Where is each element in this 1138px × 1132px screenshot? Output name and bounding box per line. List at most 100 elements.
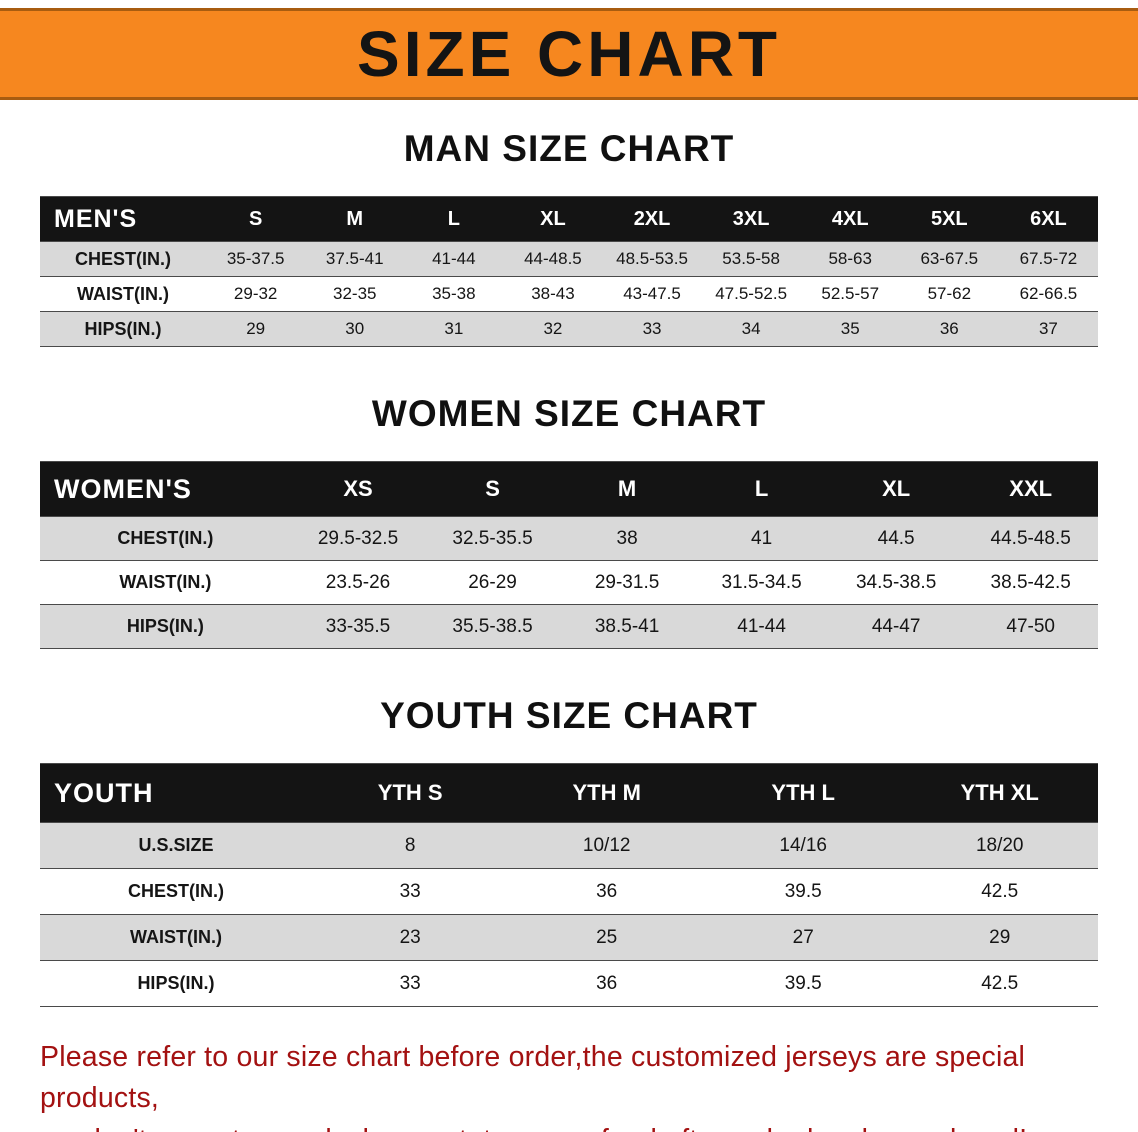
size-value-cell: 43-47.5: [623, 284, 681, 303]
size-value-cell: 10/12: [582, 834, 631, 856]
size-value-cell: 33: [399, 880, 421, 902]
table-row: CHEST(IN.) 29.5-32.5 32.5-35.5 38 41 44.5 44.5…: [40, 516, 1098, 561]
size-value-cell: 32.5-35.5: [452, 527, 533, 549]
size-value-cell: 42.5: [981, 972, 1019, 994]
women-size-table: WOMEN'S XS S M L XL XXL CHEST(IN.) 29.5-32.5 32.5…: [40, 461, 1098, 649]
size-value-cell: 36: [596, 972, 618, 994]
youth-size-section: YOUTH SIZE CHART YOUTH YTH S YTH M YTH L YTH …: [0, 695, 1138, 1007]
size-value-cell: 35-37.5: [226, 249, 285, 268]
size-value-cell: 47-50: [1006, 615, 1055, 637]
size-column-header: XL: [882, 476, 911, 501]
women-table-title: WOMEN'S: [54, 473, 192, 504]
size-value-cell: 33-35.5: [325, 615, 391, 637]
table-row: HIPS(IN.) 33-35.5 35.5-38.5 38.5-41 41-44 44-…: [40, 604, 1098, 649]
youth-table-header-row: YOUTH YTH S YTH M YTH L YTH XL: [40, 763, 1098, 823]
row-label: HIPS(IN.): [84, 318, 162, 339]
size-value-cell: 29: [989, 926, 1011, 948]
size-column-header: L: [754, 476, 769, 501]
table-row: HIPS(IN.) 29 30 31 32 33 34 35 36 37: [40, 311, 1098, 347]
size-value-cell: 36: [596, 880, 618, 902]
size-value-cell: 47.5-52.5: [715, 284, 788, 303]
size-value-cell: 38-43: [531, 284, 575, 303]
size-value-cell: 25: [596, 926, 618, 948]
table-row: HIPS(IN.) 33 36 39.5 42.5: [40, 960, 1098, 1007]
size-value-cell: 38.5-41: [594, 615, 660, 637]
size-value-cell: 32: [543, 319, 563, 338]
size-value-cell: 29: [246, 319, 266, 338]
row-label: U.S.SIZE: [138, 835, 214, 855]
size-column-header: M: [617, 476, 637, 501]
row-label: WAIST(IN.): [119, 572, 212, 592]
size-value-cell: 36: [939, 319, 959, 338]
size-value-cell: 48.5-53.5: [616, 249, 688, 268]
size-column-header: YTH S: [377, 780, 443, 805]
size-value-cell: 33: [399, 972, 421, 994]
size-value-cell: 41-44: [737, 615, 786, 637]
size-value-cell: 27: [792, 926, 814, 948]
size-value-cell: 34: [741, 319, 761, 338]
size-value-cell: 38: [616, 527, 638, 549]
size-value-cell: 37: [1038, 319, 1058, 338]
size-value-cell: 44.5: [877, 527, 915, 549]
size-value-cell: 39.5: [784, 972, 822, 994]
men-size-section: MAN SIZE CHART MEN'S S M L XL 2XL 3XL 4XL 5XL 6XL C…: [0, 128, 1138, 347]
size-column-header: YTH M: [572, 780, 641, 805]
size-column-header: XXL: [1009, 476, 1053, 501]
size-column-header: YTH XL: [960, 780, 1039, 805]
row-label: CHEST(IN.): [75, 248, 172, 269]
size-value-cell: 30: [345, 319, 365, 338]
size-column-header: 5XL: [930, 207, 968, 230]
size-value-cell: 67.5-72: [1019, 249, 1078, 268]
size-column-header: 3XL: [732, 207, 770, 230]
table-row: CHEST(IN.) 33 36 39.5 42.5: [40, 868, 1098, 915]
size-column-header: M: [346, 207, 364, 230]
row-label: WAIST(IN.): [129, 927, 222, 947]
size-value-cell: 44-48.5: [524, 249, 582, 268]
size-value-cell: 35: [840, 319, 860, 338]
row-label: WAIST(IN.): [77, 283, 170, 304]
size-column-header: 6XL: [1030, 207, 1067, 230]
size-value-cell: 62-66.5: [1019, 284, 1078, 303]
size-value-cell: 33: [642, 319, 662, 338]
size-value-cell: 53.5-58: [722, 249, 780, 268]
size-value-cell: 31: [444, 319, 464, 338]
size-value-cell: 41-44: [432, 249, 476, 268]
banner: SIZE CHART: [0, 8, 1138, 100]
youth-table-wrap: YOUTH YTH S YTH M YTH L YTH XL U.S.SIZE 8 10/12…: [40, 763, 1098, 1007]
size-value-cell: 52.5-57: [821, 284, 880, 303]
size-column-header: 2XL: [633, 207, 671, 230]
page-title: SIZE CHART: [357, 18, 781, 90]
table-row: CHEST(IN.) 35-37.5 37.5-41 41-44 44-48.5 48.5…: [40, 241, 1098, 277]
size-value-cell: 35.5-38.5: [452, 615, 533, 637]
men-table-title: MEN'S: [54, 204, 138, 233]
size-value-cell: 23.5-26: [325, 571, 391, 593]
size-column-header: S: [248, 207, 263, 230]
size-value-cell: 34.5-38.5: [855, 571, 937, 593]
disclaimer: Please refer to our size chart before or…: [40, 1037, 1098, 1132]
row-label: HIPS(IN.): [126, 616, 204, 636]
size-value-cell: 58-63: [828, 249, 872, 268]
size-value-cell: 31.5-34.5: [721, 571, 802, 593]
size-value-cell: 32-35: [333, 284, 377, 303]
size-value-cell: 23: [399, 926, 421, 948]
youth-section-heading: YOUTH SIZE CHART: [380, 695, 758, 736]
size-value-cell: 14/16: [779, 834, 827, 856]
size-value-cell: 18/20: [975, 834, 1024, 856]
size-column-header: 4XL: [831, 207, 869, 230]
disclaimer-line-1: Please refer to our size chart before or…: [40, 1041, 1026, 1115]
size-value-cell: 8: [404, 834, 416, 856]
men-size-table: MEN'S S M L XL 2XL 3XL 4XL 5XL 6XL CHEST(IN.) 35-37…: [40, 196, 1098, 347]
men-table-wrap: MEN'S S M L XL 2XL 3XL 4XL 5XL 6XL CHEST(IN.) 35-37…: [40, 196, 1098, 347]
size-value-cell: 44-47: [871, 615, 921, 637]
size-value-cell: 41: [751, 527, 773, 549]
youth-size-table: YOUTH YTH S YTH M YTH L YTH XL U.S.SIZE 8 10/12…: [40, 763, 1098, 1007]
row-label: HIPS(IN.): [137, 973, 215, 993]
size-value-cell: 29.5-32.5: [317, 527, 399, 549]
size-chart-sections: MAN SIZE CHART MEN'S S M L XL 2XL 3XL 4XL 5XL 6XL C…: [0, 128, 1138, 1007]
row-label: CHEST(IN.): [117, 528, 214, 548]
women-table-header-row: WOMEN'S XS S M L XL XXL: [40, 461, 1098, 517]
women-section-heading: WOMEN SIZE CHART: [371, 393, 767, 434]
size-value-cell: 26-29: [468, 571, 517, 593]
youth-table-title: YOUTH: [54, 777, 154, 808]
men-table-header-row: MEN'S S M L XL 2XL 3XL 4XL 5XL 6XL: [40, 196, 1098, 242]
